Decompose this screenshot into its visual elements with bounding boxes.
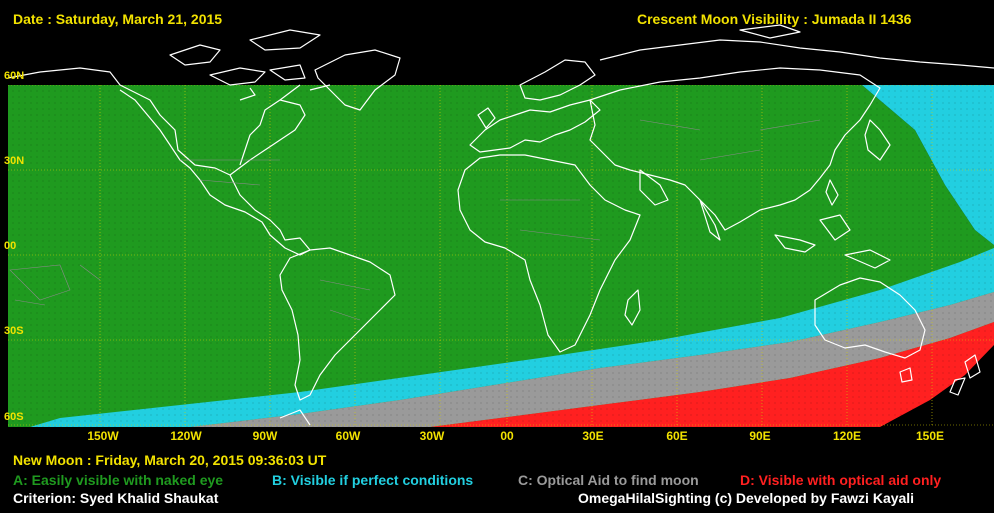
map-title: Crescent Moon Visibility : Jumada II 143… — [637, 11, 912, 27]
lon-label-150e: 150E — [915, 429, 945, 443]
credit: OmegaHilalSighting (c) Developed by Fawz… — [578, 490, 915, 506]
map-date: Date : Saturday, March 21, 2015 — [13, 11, 223, 27]
legend-zone-a: A: Easily visible with naked eye — [13, 472, 224, 488]
legend-zone-d: D: Visible with optical aid only — [740, 472, 942, 488]
legend-zone-b: B: Visible if perfect conditions — [272, 472, 474, 488]
lat-label-30s: 30S — [4, 325, 24, 337]
country-borders — [9, 119, 821, 321]
coastlines — [7, 24, 994, 426]
criterion: Criterion: Syed Khalid Shaukat — [13, 490, 219, 506]
lon-label-120w: 120W — [170, 429, 202, 443]
lon-label-30e: 30E — [582, 429, 604, 443]
lat-label-60n: 60N — [4, 70, 25, 82]
lat-label-60s: 60S — [4, 411, 24, 423]
lat-label-equator: 00 — [4, 240, 17, 252]
lat-label-30n: 30N — [4, 155, 25, 167]
lon-label-90w: 90W — [252, 429, 278, 443]
lon-label-60w: 60W — [335, 429, 361, 443]
lon-label-60e: 60E — [666, 429, 688, 443]
lon-label-00: 00 — [500, 429, 514, 443]
lon-label-150w: 150W — [87, 429, 119, 443]
lon-label-90e: 90E — [749, 429, 771, 443]
new-moon-info: New Moon : Friday, March 20, 2015 09:36:… — [13, 452, 327, 468]
grid-lines — [8, 85, 994, 427]
legend-zone-c: C: Optical Aid to find moon — [518, 472, 699, 488]
lon-label-30w: 30W — [419, 429, 445, 443]
lon-label-120e: 120E — [832, 429, 862, 443]
